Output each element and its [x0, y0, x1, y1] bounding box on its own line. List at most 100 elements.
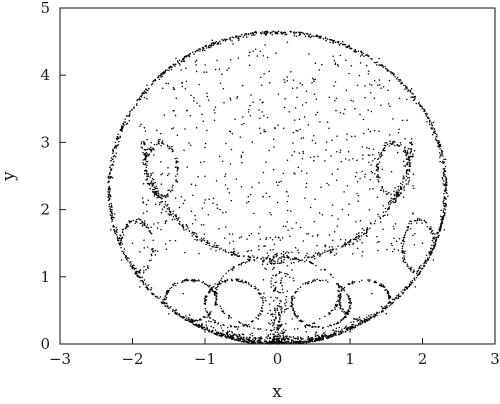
scatter-point — [112, 150, 114, 153]
scatter-point — [143, 92, 146, 95]
scatter-point — [430, 127, 433, 130]
scatter-point — [407, 286, 409, 288]
scatter-point — [136, 275, 139, 278]
scatter-point — [276, 254, 278, 257]
scatter-point — [339, 111, 342, 114]
scatter-point — [231, 233, 234, 235]
scatter-point — [207, 99, 210, 101]
scatter-point — [356, 192, 358, 195]
scatter-point — [227, 334, 229, 336]
scatter-point — [415, 222, 418, 224]
scatter-point — [296, 317, 299, 319]
scatter-point — [379, 216, 382, 219]
scatter-point — [272, 138, 275, 140]
scatter-point — [248, 342, 250, 344]
scatter-point — [120, 237, 123, 240]
scatter-point — [250, 341, 253, 344]
scatter-point — [115, 234, 118, 236]
scatter-point — [211, 329, 214, 332]
scatter-point — [443, 169, 446, 172]
scatter-point — [445, 180, 448, 182]
scatter-point — [231, 40, 233, 42]
scatter-point — [242, 255, 245, 257]
scatter-point — [213, 119, 216, 122]
scatter-point — [182, 279, 184, 282]
scatter-point — [373, 222, 376, 225]
scatter-point — [402, 196, 405, 198]
scatter-point — [300, 137, 303, 140]
scatter-point — [126, 115, 128, 118]
scatter-point — [356, 320, 358, 322]
scatter-point — [219, 305, 222, 308]
scatter-point — [160, 76, 162, 78]
scatter-point — [295, 290, 297, 293]
scatter-point — [285, 225, 287, 228]
scatter-point — [216, 207, 219, 210]
scatter-point — [152, 81, 154, 83]
scatter-point — [294, 340, 297, 343]
scatter-point — [204, 175, 206, 178]
scatter-point — [176, 282, 179, 284]
scatter-point — [109, 208, 111, 211]
y-tick-label: 4 — [40, 66, 50, 84]
scatter-point — [171, 66, 173, 68]
scatter-point — [223, 333, 226, 336]
scatter-point — [245, 34, 248, 36]
scatter-point — [348, 282, 350, 285]
scatter-point — [297, 288, 299, 290]
scatter-point — [425, 114, 428, 117]
scatter-point — [363, 319, 366, 322]
scatter-point — [324, 334, 326, 336]
scatter-point — [227, 326, 229, 329]
scatter-point — [363, 55, 365, 58]
scatter-point — [138, 98, 141, 101]
scatter-point — [381, 63, 383, 66]
scatter-point — [144, 158, 146, 160]
scatter-point — [425, 254, 428, 257]
scatter-point — [253, 287, 256, 290]
scatter-point — [274, 253, 276, 256]
scatter-point — [191, 51, 194, 53]
scatter-point — [366, 316, 368, 319]
scatter-point — [445, 192, 448, 194]
scatter-point — [139, 269, 142, 271]
scatter-point — [388, 191, 390, 194]
scatter-point — [441, 178, 444, 180]
scatter-point — [374, 313, 377, 316]
scatter-point — [171, 189, 173, 192]
scatter-point — [166, 293, 168, 295]
scatter-point — [195, 319, 198, 321]
scatter-point — [343, 191, 345, 193]
scatter-point — [107, 196, 109, 198]
scatter-point — [290, 341, 293, 344]
scatter-point — [282, 127, 285, 130]
scatter-point — [386, 304, 388, 307]
scatter-point — [201, 323, 204, 326]
scatter-point — [172, 150, 174, 152]
scatter-point — [158, 297, 160, 299]
scatter-point — [377, 163, 380, 165]
scatter-point — [293, 328, 296, 330]
scatter-point — [175, 162, 177, 164]
scatter-point — [157, 139, 160, 141]
scatter-point — [415, 219, 417, 222]
scatter-point — [210, 45, 212, 48]
scatter-point — [281, 255, 283, 258]
scatter-point — [154, 193, 157, 195]
scatter-point — [433, 237, 436, 240]
scatter-point — [142, 151, 144, 154]
scatter-point — [334, 308, 337, 310]
scatter-point — [174, 197, 177, 199]
scatter-point — [373, 129, 376, 132]
scatter-point — [239, 136, 242, 138]
scatter-point — [278, 291, 280, 294]
scatter-point — [377, 166, 380, 169]
scatter-point — [113, 225, 116, 228]
scatter-point — [377, 179, 379, 181]
scatter-point — [219, 324, 222, 327]
scatter-point — [353, 327, 355, 329]
scatter-point — [307, 324, 310, 327]
scatter-point — [435, 240, 437, 243]
scatter-point — [358, 280, 361, 283]
scatter-point — [141, 147, 144, 149]
